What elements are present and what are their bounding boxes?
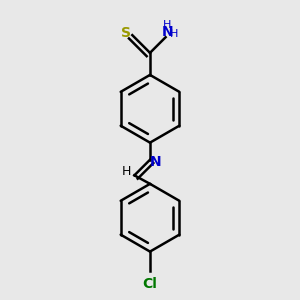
Text: Cl: Cl xyxy=(142,277,158,291)
Text: N: N xyxy=(149,155,161,169)
Text: H: H xyxy=(170,29,178,39)
Text: N: N xyxy=(161,25,173,39)
Text: H: H xyxy=(122,165,131,178)
Text: S: S xyxy=(121,26,131,40)
Text: H: H xyxy=(163,20,171,30)
